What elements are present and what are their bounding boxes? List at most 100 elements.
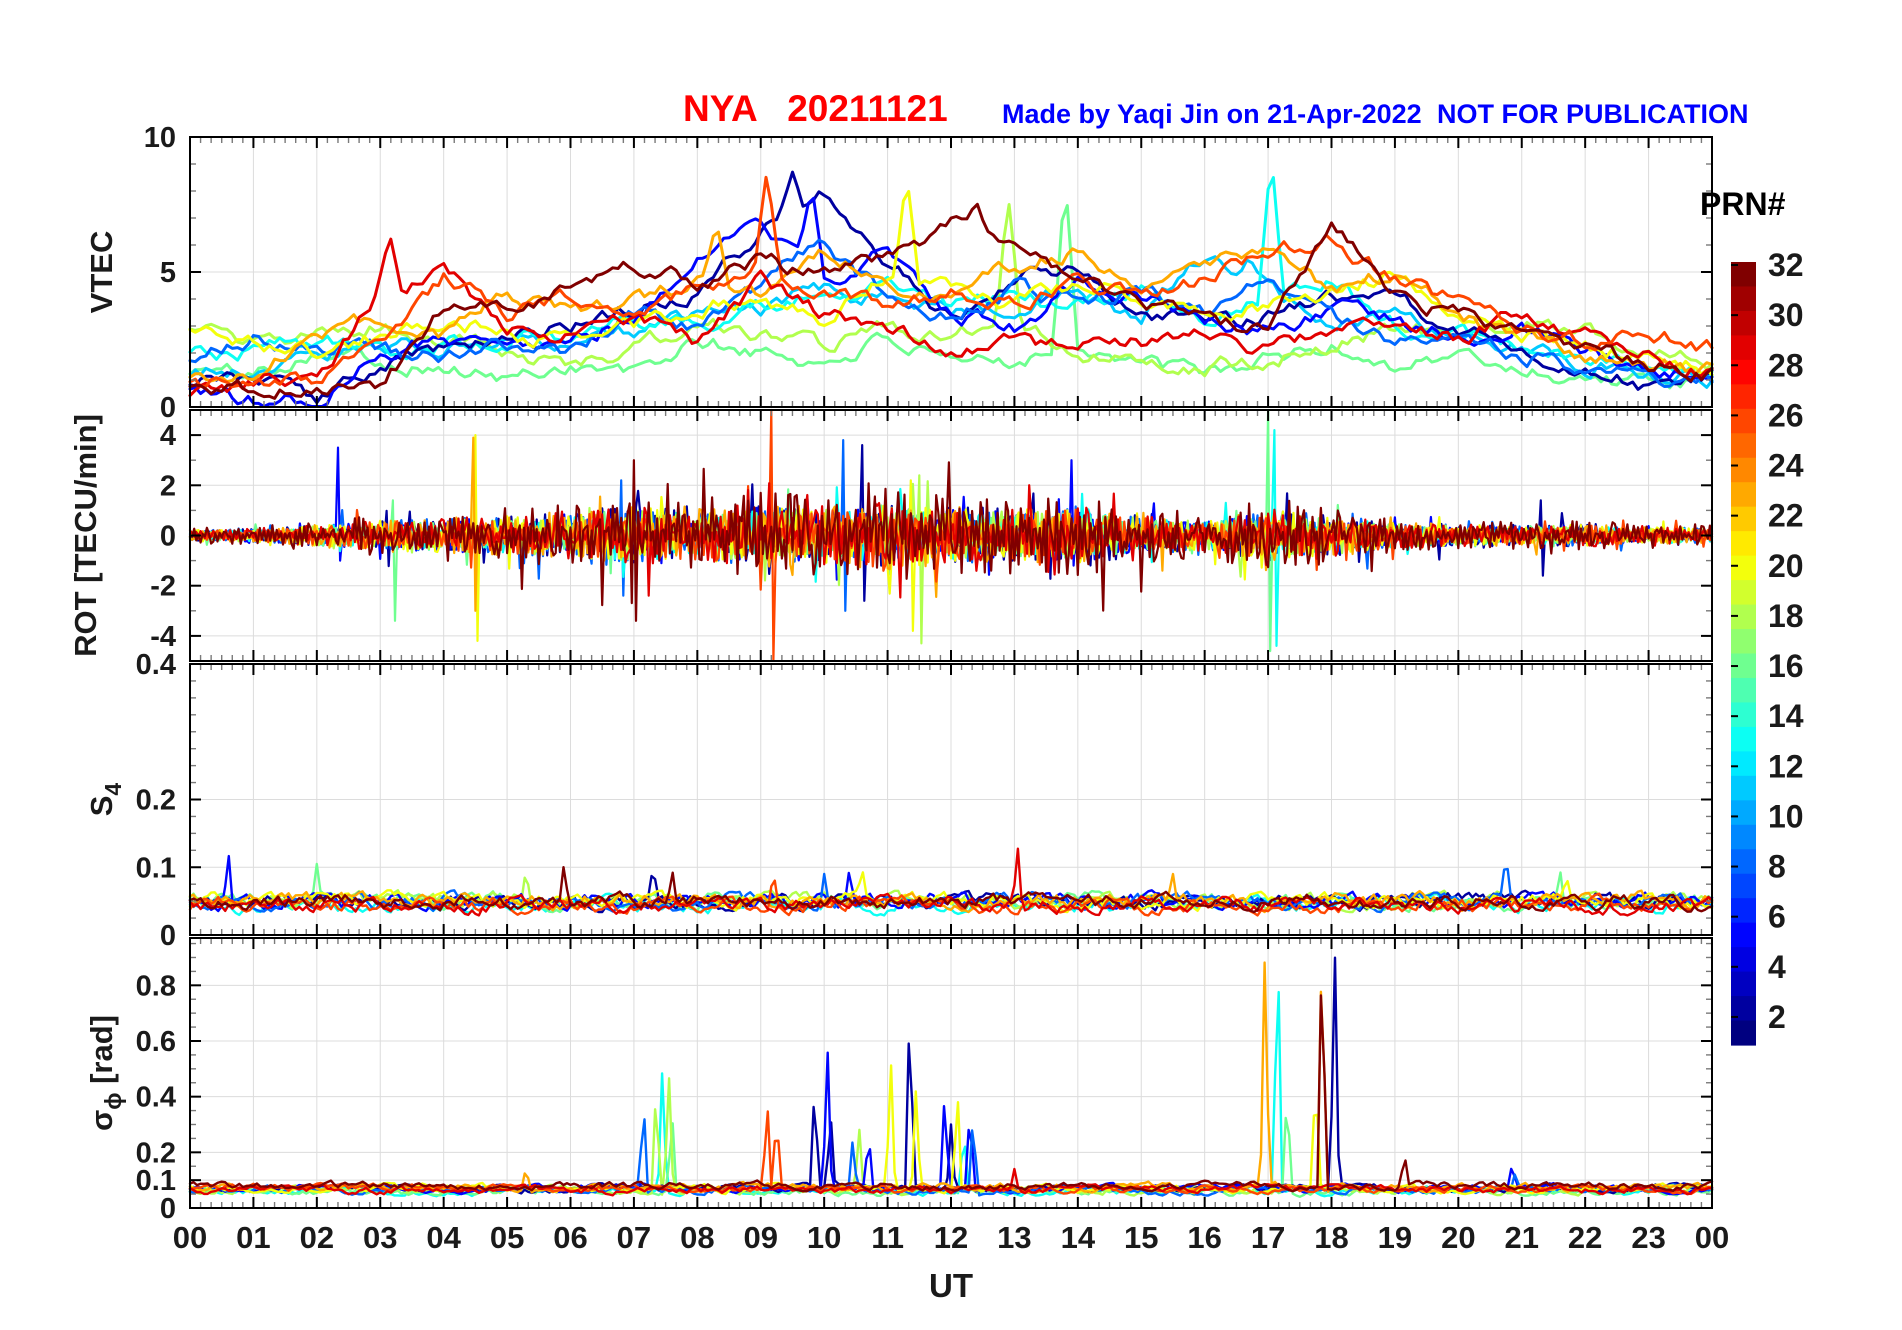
colorbar-segment	[1731, 702, 1756, 728]
colorbar-tick-label: 32	[1768, 247, 1804, 283]
colorbar-segment	[1731, 800, 1756, 826]
panel-box	[189, 409, 1713, 662]
y-axis-label-VTEC: VTEC	[84, 231, 119, 314]
y-axis-label-sigma_phi: σϕ [rad]	[84, 1015, 126, 1131]
x-tick-label: 21	[1505, 1220, 1539, 1255]
panel-box	[189, 136, 1713, 408]
series-prn-32	[188, 202, 1714, 400]
x-tick-label: 15	[1124, 1220, 1158, 1255]
series-prn-13	[188, 176, 1714, 378]
colorbar-segment	[1731, 677, 1756, 704]
x-tick-label: 00	[173, 1220, 207, 1255]
x-tick-label: 02	[300, 1220, 334, 1255]
x-tick-label: 12	[934, 1220, 968, 1255]
x-tick-label: 19	[1378, 1220, 1412, 1255]
x-tick-label: 16	[1187, 1220, 1221, 1255]
x-tick-label: 18	[1314, 1220, 1348, 1255]
y-tick-label: 0.4	[136, 649, 176, 681]
colorbar-tick-label: 8	[1768, 849, 1786, 885]
series-prn-16	[188, 204, 1714, 390]
colorbar-tick-label: 10	[1768, 798, 1804, 834]
x-tick-label: 17	[1251, 1220, 1285, 1255]
y-tick-label: 0.6	[136, 1026, 176, 1058]
series-prn-20	[188, 189, 1714, 377]
panel-box	[189, 937, 1713, 1209]
x-tick-label: 01	[236, 1220, 270, 1255]
colorbar-tick-label: 12	[1768, 748, 1804, 784]
colorbar-tick-label: 4	[1768, 949, 1786, 985]
colorbar-segment	[1731, 555, 1756, 581]
x-tick-label: 03	[363, 1220, 397, 1255]
y-tick-label: 4	[160, 420, 176, 452]
gridlines	[190, 137, 1712, 407]
x-tick-label: 11	[871, 1220, 904, 1255]
panel-S4: 0 0.1 0.2 0.4 S4	[84, 649, 1714, 952]
series-prn-32	[188, 866, 1714, 914]
x-axis: 00 01 02 03 04 05 06 07 08 09 10 11 12 13 14 15 16 17 18 19…	[173, 1220, 1729, 1304]
series-prn-26	[188, 175, 1714, 389]
x-tick-label: 20	[1441, 1220, 1475, 1255]
series-prn-29	[188, 1167, 1714, 1197]
colorbar-segment	[1731, 384, 1756, 410]
gridlines	[190, 938, 1712, 1208]
x-tick-label: 22	[1568, 1220, 1602, 1255]
figure-title: NYA 20211121	[683, 88, 948, 129]
colorbar-tick-label: 22	[1768, 498, 1804, 534]
colorbar-segment	[1731, 971, 1756, 997]
y-tick-label: 0.2	[136, 785, 176, 817]
y-tick-label: 5	[160, 257, 176, 289]
colorbar-tick-label: 24	[1768, 448, 1804, 484]
y-tick-label: 10	[144, 122, 176, 154]
colorbar-segment	[1731, 408, 1756, 434]
y-tick-label: 0.8	[136, 970, 176, 1002]
y-tick-label: -2	[150, 571, 176, 603]
colorbar-segment	[1731, 531, 1756, 557]
x-tick-label: 23	[1631, 1220, 1665, 1255]
colorbar-title: PRN#	[1700, 186, 1786, 222]
series-prn-23	[188, 230, 1714, 384]
colorbar-tick-label: 14	[1768, 698, 1804, 734]
colorbar-segment	[1731, 482, 1756, 508]
y-tick-label: 0	[160, 392, 176, 424]
colorbar-segment	[1731, 580, 1756, 606]
colorbar-segment	[1731, 457, 1756, 483]
gridlines	[190, 664, 1712, 935]
x-tick-label: 00	[1695, 1220, 1729, 1255]
y-tick-label: 0.2	[136, 1137, 176, 1169]
colorbar-tick-label: 16	[1768, 648, 1804, 684]
colorbar-segment	[1731, 726, 1756, 752]
colorbar-segment	[1731, 751, 1756, 777]
x-tick-label: 09	[744, 1220, 778, 1255]
x-tick-label: 10	[807, 1220, 841, 1255]
x-tick-label: 06	[553, 1220, 587, 1255]
watermark-note: NOT FOR PUBLICATION	[1437, 99, 1749, 129]
x-tick-label: 14	[1061, 1220, 1096, 1255]
y-tick-label: 0	[160, 521, 176, 553]
colorbar-segment	[1731, 604, 1756, 630]
credit-note: Made by Yaqi Jin on 21-Apr-2022	[1002, 99, 1422, 129]
colorbar-segment	[1731, 335, 1756, 361]
colorbar-tick-label: 20	[1768, 548, 1804, 584]
y-tick-label: -4	[150, 621, 176, 653]
colorbar-segment	[1731, 1020, 1756, 1046]
colorbar-segment	[1731, 262, 1756, 288]
colorbar-segment	[1731, 873, 1756, 899]
colorbar-segment	[1731, 824, 1756, 850]
series-prn-20	[188, 871, 1714, 914]
y-tick-label: 0.1	[136, 1165, 176, 1197]
y-tick-label: 0	[160, 1193, 176, 1225]
colorbar-segment	[1731, 922, 1756, 948]
x-axis-label: UT	[929, 1267, 973, 1304]
y-tick-label: 0.4	[136, 1082, 176, 1114]
panel-box	[189, 663, 1713, 936]
colorbar-tick-label: 30	[1768, 297, 1804, 333]
series-prn-32	[188, 459, 1714, 622]
series-prn-32	[188, 994, 1714, 1193]
panel-ROT: -4 -2 0 2 4 ROT [TECU/min]	[68, 408, 1714, 662]
colorbar-tick-label: 18	[1768, 598, 1804, 634]
x-tick-label: 07	[617, 1220, 651, 1255]
colorbar-segment	[1731, 359, 1756, 385]
